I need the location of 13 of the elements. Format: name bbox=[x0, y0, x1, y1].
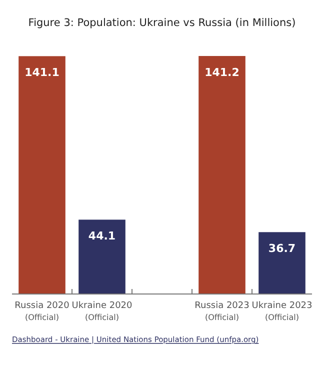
bar bbox=[198, 56, 246, 294]
data-label: 141.2 bbox=[204, 66, 240, 79]
bar bbox=[18, 56, 66, 294]
x-tick-label: Ukraine 2023 (Official) bbox=[252, 301, 312, 322]
data-label: 141.1 bbox=[24, 66, 60, 80]
bar bbox=[78, 220, 126, 294]
x-tick-label: Ukraine 2020 (Official) bbox=[72, 301, 133, 322]
bar bbox=[258, 232, 306, 294]
data-label: 44.1 bbox=[88, 230, 116, 243]
x-tick-label: Russia 2023 (Official) bbox=[194, 301, 250, 322]
chart-title: Figure 3: Population: Ukraine vs Russia (in Millions) bbox=[28, 17, 296, 29]
data-label: 36.7 bbox=[268, 242, 296, 256]
x-tick-label: Russia 2020 (Official) bbox=[14, 301, 70, 322]
